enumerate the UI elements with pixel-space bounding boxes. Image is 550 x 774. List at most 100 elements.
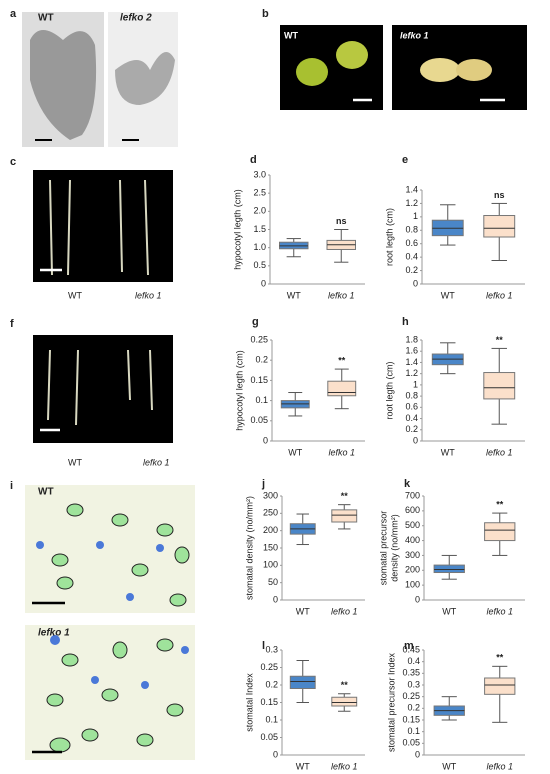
y-tick-label: 0.3 [407, 679, 420, 689]
box [484, 522, 516, 542]
y-tick-label: 1.0 [253, 242, 266, 252]
caption: WT [38, 487, 54, 498]
caption: WT [68, 290, 82, 300]
x-tick-label: lefko 1 [331, 761, 358, 771]
y-tick-label: 0.45 [402, 644, 420, 654]
y-tick-label: 0 [261, 278, 266, 288]
box [433, 564, 465, 574]
x-tick-label: lefko 1 [486, 761, 513, 771]
y-tick-label: 1 [413, 211, 418, 221]
y-axis-label: stomatal Index [244, 673, 254, 732]
annotation: ** [341, 491, 349, 501]
box [483, 372, 516, 400]
panel-label: b [262, 8, 269, 20]
y-tick-label: 100 [263, 560, 278, 570]
panel-label: h [402, 316, 409, 328]
y-tick-label: 0.8 [405, 390, 418, 400]
y-tick-label: 300 [405, 550, 420, 560]
y-tick-label: 0.3 [265, 644, 278, 654]
y-tick-label: 1.5 [253, 224, 266, 234]
annotation: ns [336, 216, 347, 226]
y-tick-label: 0 [273, 594, 278, 604]
y-tick-label: 0 [415, 594, 420, 604]
y-tick-label: 0.2 [405, 265, 418, 275]
y-tick-label: 0.35 [402, 668, 420, 678]
box [331, 696, 358, 707]
seedling [336, 41, 368, 69]
panel-label: l [262, 640, 265, 652]
annotation: ns [494, 190, 505, 200]
box [327, 380, 357, 397]
y-tick-label: 150 [263, 542, 278, 552]
y-axis-label: stomatal precursor [378, 511, 388, 586]
y-tick-label: 0 [413, 278, 418, 288]
y-tick-label: 0 [263, 435, 268, 445]
y-tick-label: 0 [413, 435, 418, 445]
y-tick-label: 0.6 [405, 402, 418, 412]
box [289, 675, 316, 689]
panel-label: f [10, 318, 14, 330]
x-tick-label: WT [441, 447, 455, 457]
y-tick-label: 0.05 [250, 415, 268, 425]
y-tick-label: 1 [413, 379, 418, 389]
precursors [36, 541, 189, 689]
y-tick-label: 100 [405, 580, 420, 590]
y-tick-label: 0.25 [250, 334, 268, 344]
y-tick-label: 0.15 [250, 375, 268, 385]
panel-label: a [10, 8, 17, 20]
y-tick-label: 400 [405, 535, 420, 545]
y-tick-label: 0.5 [253, 260, 266, 270]
box [331, 509, 358, 523]
annotation: ** [341, 680, 349, 690]
y-tick-label: 300 [263, 490, 278, 500]
panel-label: k [404, 478, 411, 490]
annotation: ** [496, 499, 504, 509]
y-tick-label: 0.2 [405, 424, 418, 434]
image [33, 170, 173, 282]
y-axis-label: density (no/mm²) [389, 514, 399, 582]
box [484, 677, 516, 695]
y-tick-label: 1.6 [405, 346, 418, 356]
caption: lefko 1 [135, 290, 162, 300]
caption: lefko 1 [400, 30, 429, 40]
y-axis-label: root legth (cm) [384, 361, 394, 419]
y-axis-label: stomatal precursor Index [386, 652, 396, 752]
y-tick-label: 0.1 [407, 726, 420, 736]
x-tick-label: WT [296, 606, 310, 616]
y-tick-label: 600 [405, 505, 420, 515]
y-tick-label: 0 [415, 749, 420, 759]
seedling [456, 59, 492, 81]
y-tick-label: 0.25 [260, 662, 278, 672]
y-tick-label: 1.2 [405, 198, 418, 208]
seedling [296, 58, 328, 86]
seedlings [49, 179, 149, 276]
y-tick-label: 0.05 [402, 738, 420, 748]
image [25, 485, 195, 613]
y-tick-label: 2.5 [253, 188, 266, 198]
y-tick-label: 0.05 [260, 732, 278, 742]
y-axis-label: stomatal density (no/mm²) [244, 496, 254, 600]
y-tick-label: 1.2 [405, 368, 418, 378]
y-axis-label: root legth (cm) [384, 208, 394, 266]
x-tick-label: lefko 1 [331, 606, 358, 616]
x-tick-label: WT [441, 290, 455, 300]
caption: WT [68, 457, 82, 467]
y-tick-label: 0.15 [402, 714, 420, 724]
seedling [420, 58, 460, 82]
y-tick-label: 500 [405, 520, 420, 530]
y-tick-label: 700 [405, 490, 420, 500]
x-tick-label: lefko 1 [486, 447, 513, 457]
y-tick-label: 2.0 [253, 206, 266, 216]
y-axis-label: hypocotyl legth (cm) [232, 189, 242, 270]
x-tick-label: WT [296, 761, 310, 771]
x-tick-label: WT [287, 290, 301, 300]
caption: lefko 1 [143, 457, 170, 467]
annotation: ** [496, 653, 504, 663]
y-tick-label: 0.2 [255, 355, 268, 365]
embryo [30, 30, 97, 140]
y-axis-label: hypocotyl legth (cm) [234, 350, 244, 431]
panel-label: c [10, 156, 16, 168]
y-tick-label: 200 [263, 525, 278, 535]
seedlings [47, 349, 153, 426]
